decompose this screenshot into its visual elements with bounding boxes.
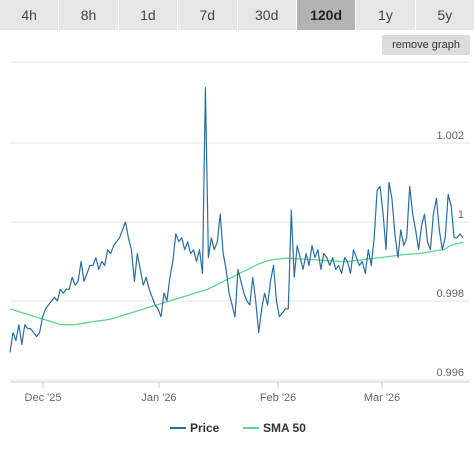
- tab-4h[interactable]: 4h: [0, 0, 60, 30]
- tab-7d[interactable]: 7d: [178, 0, 238, 30]
- tab-8h[interactable]: 8h: [59, 0, 119, 30]
- series-line-sma-50: [9, 241, 464, 326]
- y-tick-label: 0.998: [436, 288, 464, 300]
- series-line-price: [9, 87, 464, 353]
- tab-120d[interactable]: 120d: [296, 0, 357, 30]
- x-tick-label: Jan '26: [141, 392, 176, 404]
- tab-30d[interactable]: 30d: [237, 0, 297, 30]
- x-tick-label: Mar '26: [364, 392, 400, 404]
- y-tick-label: 1.002: [436, 130, 464, 142]
- tab-1y[interactable]: 1y: [356, 0, 416, 30]
- legend-label: SMA 50: [263, 421, 306, 435]
- tab-5y[interactable]: 5y: [415, 0, 474, 30]
- legend-item-sma-50[interactable]: SMA 50: [243, 421, 306, 435]
- x-tick-label: Dec '25: [25, 392, 62, 404]
- remove-graph-button[interactable]: remove graph: [382, 35, 470, 55]
- legend-label: Price: [190, 421, 220, 435]
- y-tick-label: 0.996: [436, 367, 464, 379]
- tab-1d[interactable]: 1d: [118, 0, 179, 30]
- timeframe-tabs: 4h 8h 1d 7d 30d 120d 1y 5y: [0, 0, 474, 30]
- x-tick-label: Feb '26: [260, 392, 296, 404]
- legend-item-price[interactable]: Price: [170, 421, 220, 435]
- y-tick-label: 1: [458, 209, 464, 221]
